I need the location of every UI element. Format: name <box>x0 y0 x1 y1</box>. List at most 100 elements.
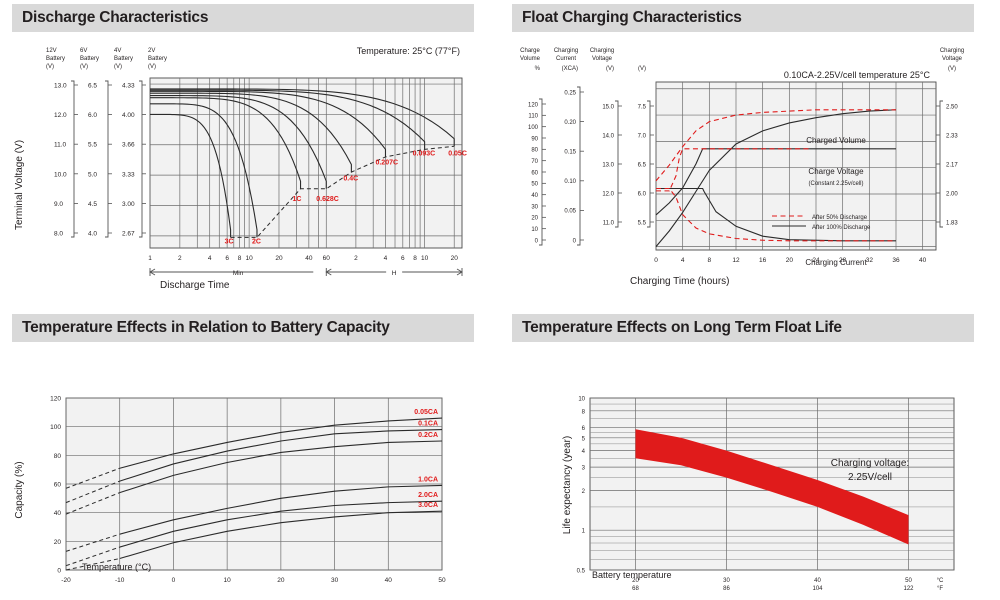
range-label-minutes: Min <box>233 270 244 277</box>
panel-title-float: Float Charging Characteristics <box>522 9 742 26</box>
scale-value-12v-2: 11.0 <box>54 142 67 149</box>
curve-charge-voltage-50 <box>656 148 810 192</box>
scale-header-2v-l3: (V) <box>148 64 156 70</box>
scale-header-4v-volt: 4V <box>114 48 121 54</box>
axis-header-voltage-l2: Voltage <box>592 56 613 62</box>
discharge-curve-2 <box>150 97 302 189</box>
axis-header-voltage-l1: Charging <box>590 48 614 54</box>
scale-value-volume-10: 20 <box>531 216 538 222</box>
scale-value-cellvolt-4: 1.83 <box>946 220 958 226</box>
life-expectancy-band <box>635 429 909 545</box>
scale-value-volume-9: 30 <box>531 204 538 210</box>
x-tick-fahrenheit-2: 104 <box>812 586 823 590</box>
x-tick-float-0: 0 <box>654 257 658 264</box>
x-tick-hr-2: 6 <box>401 255 405 262</box>
capacity-curve-dashed-2 <box>65 492 120 515</box>
scale-value-6v-5: 4.0 <box>88 231 97 238</box>
x-tick-float-2: 8 <box>708 257 712 264</box>
chart-temperature-capacity: Capacity (%) 0.05CA 0.1CA 0.2CA 1.0CA 2.0CA 3… <box>0 340 500 600</box>
discharge-curve-4 <box>150 92 352 173</box>
scale-header-6v-l3: (V) <box>80 64 88 70</box>
panel-header-float-life: Temperature Effects on Long Term Float L… <box>512 314 974 342</box>
axis-header-volume-l1: Charge <box>520 48 540 54</box>
x-axis-title-discharge-time: Discharge Time <box>160 280 230 291</box>
annotation-charging-current: Charging Current <box>805 258 867 267</box>
y-tick-life-2: 6 <box>582 426 586 432</box>
scale-header-12v-l3: (V) <box>46 64 54 70</box>
chart-discharge: 12V Battery (V) 6V Battery (V) 4V Batter… <box>0 30 500 291</box>
scale-value-voltage6-0: 7.5 <box>638 104 647 110</box>
y-tick-life-8: 0.5 <box>577 569 586 575</box>
capacity-curve-3 <box>119 484 443 535</box>
x-tick-celsius-2: 40 <box>814 578 821 584</box>
scale-value-voltage12-3: 12.0 <box>602 191 614 197</box>
x-unit-fahrenheit: °F <box>937 586 943 590</box>
capacity-curve-dashed-0 <box>65 467 120 489</box>
axis-header-voltage-unit: (V) <box>606 66 614 72</box>
x-tick-min-0: 1 <box>148 255 152 262</box>
x-tick-hr-5: 20 <box>451 255 459 262</box>
capacity-curve-dashed-4 <box>65 546 120 567</box>
scale-header-6v-volt: 6V <box>80 48 87 54</box>
right-axis-header-l2: Voltage <box>942 56 963 62</box>
scale-value-6v-3: 5.0 <box>88 171 97 178</box>
x-tick-float-8: 32 <box>866 257 874 264</box>
y-tick-capacity-4: 40 <box>54 510 62 517</box>
y-tick-life-5: 3 <box>582 466 586 472</box>
x-tick-min-2: 4 <box>208 255 212 262</box>
curve-charged-volume-100 <box>655 109 897 247</box>
x-tick-hr-0: 2 <box>354 255 358 262</box>
scale-value-voltage12-2: 13.0 <box>602 162 614 168</box>
scale-value-4v-5: 2.67 <box>122 231 135 238</box>
range-label-hours: H <box>392 270 397 277</box>
knee-envelope <box>230 145 455 238</box>
panel-float-life: Temperature Effects on Long Term Float L… <box>500 310 1000 598</box>
capacity-plot-area: 0.05CA0.1CA0.2CA1.0CA2.0CA3.0CA120100806… <box>50 396 446 585</box>
scale-header-2v-l2: Battery <box>148 56 167 62</box>
y-tick-capacity-1: 100 <box>50 424 61 431</box>
capacity-curve-5 <box>119 510 443 560</box>
scale-value-voltage6-2: 6.5 <box>638 162 647 168</box>
y-tick-life-0: 10 <box>578 397 585 403</box>
y-tick-capacity-2: 80 <box>54 453 62 460</box>
right-axis-header-unit: (V) <box>948 66 956 72</box>
scale-value-volume-3: 90 <box>531 136 538 142</box>
scale-value-voltage12-1: 14.0 <box>602 133 614 139</box>
float-scale-bars: 12011010090807060504030201000.250.200.15… <box>528 86 958 246</box>
x-axis-title-battery-temperature: Battery temperature <box>592 570 672 580</box>
legend-label-50: After 50% Discharge <box>812 215 868 221</box>
x-tick-float-1: 4 <box>681 257 685 264</box>
capacity-curve-label-4: 2.0CA <box>418 492 438 499</box>
x-tick-celsius-1: 30 <box>723 578 730 584</box>
scale-value-voltage6-4: 5.5 <box>638 220 647 226</box>
capacity-curve-label-3: 1.0CA <box>418 476 438 483</box>
scale-header-6v-l2: Battery <box>80 56 99 62</box>
capacity-curve-label-5: 3.0CA <box>418 502 438 509</box>
scale-header-12v-volt: 12V <box>46 48 57 54</box>
x-tick-hr-1: 4 <box>384 255 388 262</box>
panel-discharge-characteristics: Discharge Characteristics 12V Battery (V… <box>0 0 500 300</box>
x-tick-float-6: 24 <box>812 257 820 264</box>
capacity-curve-dashed-5 <box>65 558 120 571</box>
x-tick-hr-4: 10 <box>421 255 429 262</box>
discharge-curve-7 <box>150 88 455 147</box>
x-axis-title-charging-time: Charging Time (hours) <box>630 276 729 287</box>
scale-header-2v-volt: 2V <box>148 48 155 54</box>
discharge-plot-area: 3C 2C 1C 0.628C 0.4C 0.207C 0.093C 0.05C 1 2 4 6 8 10… <box>148 77 467 277</box>
scale-value-volume-11: 10 <box>531 227 538 233</box>
scale-value-volume-7: 50 <box>531 182 538 188</box>
scale-value-volume-8: 40 <box>531 193 538 199</box>
x-tick-float-4: 16 <box>759 257 767 264</box>
x-tick-capacity-1: -10 <box>115 577 125 584</box>
scale-header-4v-l3: (V) <box>114 64 122 70</box>
x-tick-celsius-0: 20 <box>632 578 639 584</box>
capacity-curve-label-1: 0.1CA <box>418 421 438 428</box>
scale-value-volume-0: 120 <box>528 102 539 108</box>
panel-title-discharge: Discharge Characteristics <box>22 9 209 26</box>
annotation-constant-voltage: (Constant 2.25v/cell) <box>808 181 863 187</box>
discharge-curve-label-1: 2C <box>252 238 261 245</box>
discharge-curve-5 <box>150 90 387 157</box>
scale-value-4v-1: 4.00 <box>122 112 135 119</box>
float-plot-area: Charged Volume Charge Voltage (Constant 2.… <box>654 81 937 267</box>
